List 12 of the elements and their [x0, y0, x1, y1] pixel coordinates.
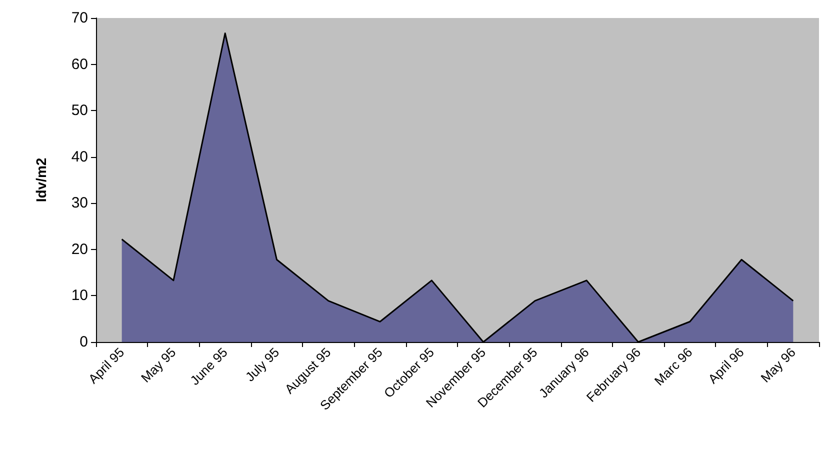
x-tick-label: May 95 [138, 344, 179, 386]
y-tick-label: 10 [71, 287, 88, 304]
y-tick-label: 60 [71, 56, 88, 73]
y-tick-label: 30 [71, 194, 88, 212]
x-tick-label: May 96 [758, 344, 798, 386]
y-tick-label: 20 [71, 240, 88, 258]
x-tick-label: July 95 [242, 344, 282, 384]
y-tick-label: 70 [71, 10, 88, 26]
y-tick-label: 40 [71, 148, 88, 166]
y-axis-title: Idv/m2 [33, 158, 49, 202]
y-tick-label: 50 [71, 102, 88, 120]
y-tick-label: 0 [80, 334, 88, 350]
